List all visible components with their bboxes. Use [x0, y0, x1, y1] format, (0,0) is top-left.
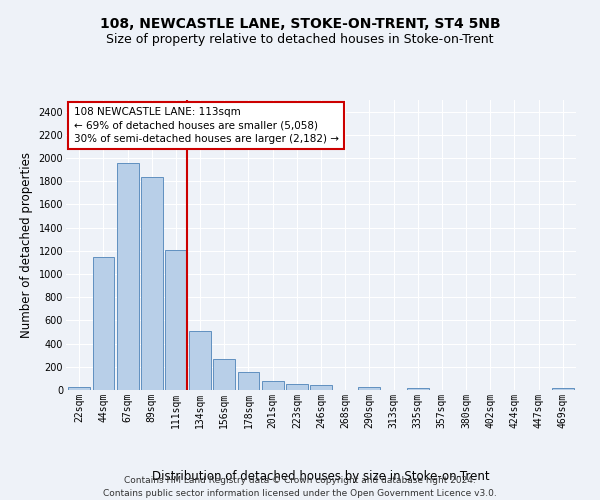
X-axis label: Distribution of detached houses by size in Stoke-on-Trent: Distribution of detached houses by size … [152, 470, 490, 482]
Bar [214, 360, 235, 390]
Bar [407, 388, 428, 390]
Bar [238, 372, 259, 390]
Bar [68, 386, 90, 390]
Bar [117, 162, 139, 390]
Bar [141, 176, 163, 390]
Text: Contains HM Land Registry data © Crown copyright and database right 2024.
Contai: Contains HM Land Registry data © Crown c… [103, 476, 497, 498]
Bar [310, 385, 332, 390]
Text: 108 NEWCASTLE LANE: 113sqm
← 69% of detached houses are smaller (5,058)
30% of s: 108 NEWCASTLE LANE: 113sqm ← 69% of deta… [74, 108, 338, 144]
Bar [552, 388, 574, 390]
Y-axis label: Number of detached properties: Number of detached properties [20, 152, 33, 338]
Bar [189, 331, 211, 390]
Bar [262, 380, 284, 390]
Bar [165, 250, 187, 390]
Text: Size of property relative to detached houses in Stoke-on-Trent: Size of property relative to detached ho… [106, 32, 494, 46]
Bar [92, 256, 115, 390]
Bar [358, 387, 380, 390]
Bar [286, 384, 308, 390]
Text: 108, NEWCASTLE LANE, STOKE-ON-TRENT, ST4 5NB: 108, NEWCASTLE LANE, STOKE-ON-TRENT, ST4… [100, 18, 500, 32]
